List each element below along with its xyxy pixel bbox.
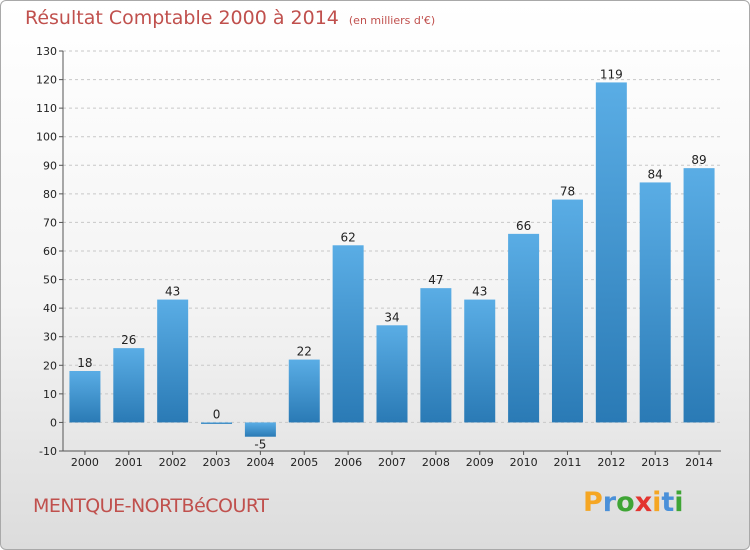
- x-tick-label: 2008: [422, 456, 450, 469]
- y-tick-label: 100: [36, 131, 57, 144]
- x-tick-label: 2000: [71, 456, 99, 469]
- axes: [59, 50, 721, 455]
- y-tick-label: 80: [43, 188, 57, 201]
- x-tick-label: 2014: [685, 456, 713, 469]
- bar-2001: [113, 348, 145, 423]
- x-tick-label: 2005: [290, 456, 318, 469]
- data-label-2009: 43: [472, 285, 487, 299]
- bar-2011: [551, 199, 583, 423]
- data-label-2013: 84: [648, 167, 663, 181]
- y-tick-label: 90: [43, 159, 57, 172]
- chart-title-text: Résultat Comptable 2000 à 2014: [25, 7, 339, 29]
- bar-2004: [244, 422, 276, 437]
- labels: -10 0 10 20 30 40 50 60 70 80 90 100 110 120 130 18 2000…: [36, 45, 713, 469]
- logo-letter: x: [634, 487, 653, 518]
- x-tick-label: 2006: [334, 456, 362, 469]
- data-label-2012: 119: [600, 67, 623, 81]
- data-label-2002: 43: [165, 285, 180, 299]
- data-label-2005: 22: [297, 345, 312, 359]
- x-tick-label: 2010: [510, 456, 538, 469]
- bar-2014: [683, 168, 715, 423]
- bar-2013: [639, 182, 671, 423]
- x-tick-label: 2011: [553, 456, 581, 469]
- x-tick-label: 2013: [641, 456, 669, 469]
- bar-2012: [595, 82, 627, 423]
- logo-letter: r: [602, 487, 617, 518]
- chart-unit: (en milliers d'€): [348, 14, 436, 27]
- bar-2000: [69, 371, 101, 423]
- data-label-2006: 62: [340, 230, 355, 244]
- y-tick-label: 60: [43, 245, 57, 258]
- x-tick-label: 2002: [159, 456, 187, 469]
- logo-letter: i: [652, 487, 662, 518]
- logo-letter: P: [583, 487, 603, 518]
- bar-2005: [288, 359, 320, 423]
- bars: [69, 82, 715, 437]
- bar-2010: [508, 233, 540, 423]
- x-tick-label: 2007: [378, 456, 406, 469]
- data-label-2014: 89: [691, 153, 706, 167]
- data-label-2000: 18: [77, 356, 92, 370]
- bar-2009: [464, 299, 496, 423]
- x-tick-label: 2009: [466, 456, 494, 469]
- bar-2006: [332, 245, 364, 423]
- x-tick-label: 2004: [246, 456, 274, 469]
- y-tick-label: 120: [36, 74, 57, 87]
- data-label-2010: 66: [516, 219, 531, 233]
- data-label-2008: 47: [428, 273, 443, 287]
- y-tick-label: 40: [43, 302, 57, 315]
- y-tick-label: 0: [50, 416, 57, 429]
- x-tick-label: 2003: [203, 456, 231, 469]
- y-tick-label: 50: [43, 274, 57, 287]
- y-tick-label: 30: [43, 331, 57, 344]
- y-tick-label: 130: [36, 45, 57, 58]
- chart-title: Résultat Comptable 2000 à 2014 (en millie…: [25, 7, 435, 29]
- y-tick-label: 10: [43, 388, 57, 401]
- y-tick-label: -10: [39, 445, 57, 458]
- data-label-2003: 0: [213, 407, 221, 421]
- data-label-2004: -5: [254, 438, 266, 452]
- y-tick-label: 110: [36, 102, 57, 115]
- bar-2002: [157, 299, 189, 423]
- bar-2008: [420, 288, 452, 423]
- logo-letter: o: [616, 487, 635, 518]
- logo-letter: i: [674, 487, 684, 518]
- x-tick-label: 2001: [115, 456, 143, 469]
- y-tick-label: 70: [43, 216, 57, 229]
- x-tick-label: 2012: [597, 456, 625, 469]
- bar-2007: [376, 325, 408, 423]
- proxiti-logo: Proxiti: [583, 487, 684, 518]
- bar-2003: [201, 422, 233, 424]
- logo-letter: t: [661, 487, 675, 518]
- data-label-2007: 34: [384, 310, 399, 324]
- commune-name: MENTQUE-NORTBéCOURT: [33, 495, 269, 517]
- data-label-2011: 78: [560, 185, 575, 199]
- y-tick-label: 20: [43, 359, 57, 372]
- data-label-2001: 26: [121, 333, 136, 347]
